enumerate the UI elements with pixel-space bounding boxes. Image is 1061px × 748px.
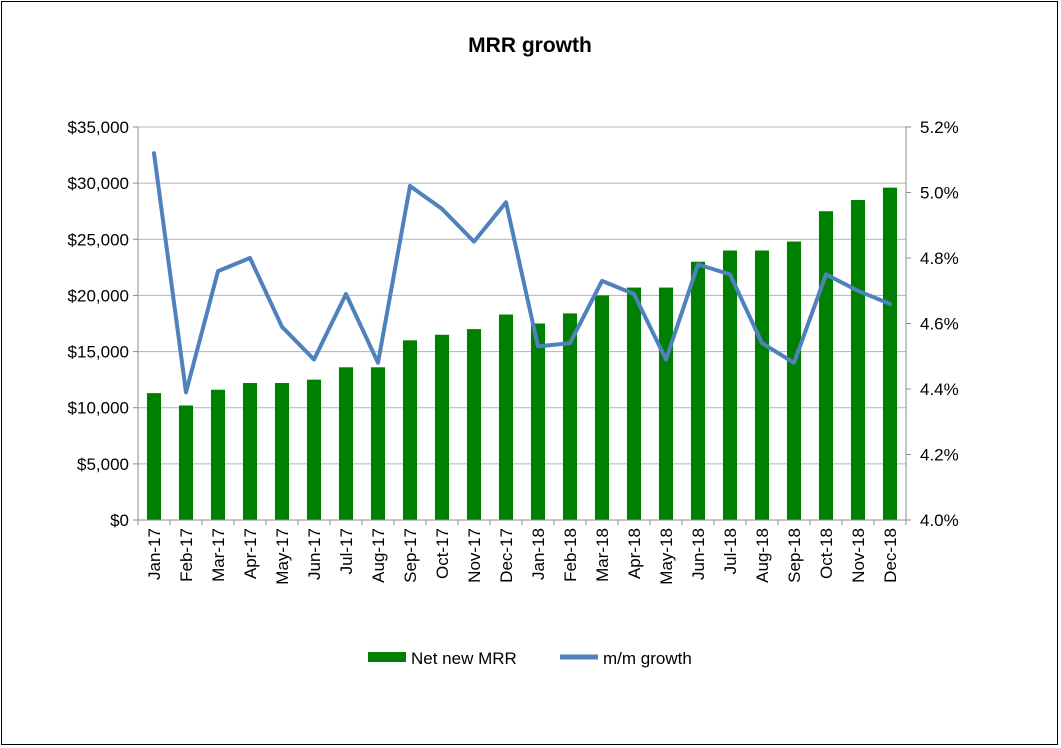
left-axis-ticks: $0 $5,000 $10,000 $15,000 $20,000 $25,000 $30,… bbox=[68, 118, 138, 530]
x-tick-label: Jan-17 bbox=[145, 528, 164, 580]
left-tick-label: $5,000 bbox=[77, 455, 129, 474]
x-tick-label: Apr-18 bbox=[625, 528, 644, 579]
x-tick-label: Oct-17 bbox=[433, 528, 452, 579]
bar bbox=[370, 367, 386, 520]
bar bbox=[626, 287, 642, 520]
bar bbox=[242, 383, 258, 520]
bar bbox=[754, 250, 770, 520]
bar bbox=[658, 287, 674, 520]
x-tick-label: May-18 bbox=[657, 528, 676, 585]
x-tick-label: Jul-17 bbox=[337, 528, 356, 574]
left-tick-label: $0 bbox=[110, 511, 129, 530]
x-tick-label: Dec-17 bbox=[497, 528, 516, 583]
x-tick-label: Apr-17 bbox=[241, 528, 260, 579]
bar-series bbox=[146, 187, 898, 521]
bar bbox=[402, 340, 418, 520]
bar bbox=[338, 367, 354, 520]
bar bbox=[210, 389, 226, 520]
bar bbox=[274, 383, 290, 520]
line-mm-growth bbox=[152, 151, 892, 395]
x-tick-label: Jul-18 bbox=[721, 528, 740, 574]
x-tick-label: Feb-18 bbox=[561, 528, 580, 582]
bar bbox=[850, 199, 866, 520]
bar bbox=[562, 313, 578, 520]
bar bbox=[498, 314, 514, 520]
bar bbox=[178, 405, 194, 520]
line-series bbox=[152, 151, 892, 395]
x-tick-label: Aug-17 bbox=[369, 528, 388, 583]
x-tick-label: Feb-17 bbox=[177, 528, 196, 582]
bar bbox=[530, 323, 546, 520]
bar bbox=[786, 241, 802, 520]
left-tick-label: $15,000 bbox=[68, 343, 129, 362]
legend-swatch-net-new-mrr bbox=[368, 652, 406, 662]
bar bbox=[882, 187, 898, 521]
x-tick-label: Oct-18 bbox=[817, 528, 836, 579]
x-tick-label: Dec-18 bbox=[881, 528, 900, 583]
left-tick-label: $30,000 bbox=[68, 174, 129, 193]
legend: Net new MRR m/m growth bbox=[368, 649, 692, 668]
right-tick-label: 4.8% bbox=[920, 249, 959, 268]
bar bbox=[722, 250, 738, 520]
bar bbox=[690, 261, 706, 520]
left-tick-label: $20,000 bbox=[68, 286, 129, 305]
right-tick-label: 4.2% bbox=[920, 446, 959, 465]
left-tick-label: $10,000 bbox=[68, 399, 129, 418]
x-tick-label: Jun-17 bbox=[305, 528, 324, 580]
right-tick-label: 4.0% bbox=[920, 511, 959, 530]
legend-label-mm-growth: m/m growth bbox=[603, 649, 692, 668]
right-tick-label: 4.6% bbox=[920, 315, 959, 334]
right-tick-label: 5.0% bbox=[920, 184, 959, 203]
legend-label-net-new-mrr: Net new MRR bbox=[411, 649, 517, 668]
x-tick-label: Jun-18 bbox=[689, 528, 708, 580]
bar bbox=[466, 329, 482, 520]
bar bbox=[146, 393, 162, 520]
x-tick-label: Sep-18 bbox=[785, 528, 804, 583]
x-tick-label: Jan-18 bbox=[529, 528, 548, 580]
right-tick-label: 4.4% bbox=[920, 380, 959, 399]
left-tick-label: $35,000 bbox=[68, 118, 129, 137]
bar bbox=[306, 379, 322, 520]
bar bbox=[434, 334, 450, 520]
x-tick-label: Nov-17 bbox=[465, 528, 484, 583]
right-axis-ticks: 4.0% 4.2% 4.4% 4.6% 4.8% 5.0% 5.2% bbox=[906, 118, 959, 530]
chart-title: MRR growth bbox=[468, 34, 592, 57]
x-axis-ticks: Jan-17 Feb-17 Mar-17 Apr-17 May-17 Jun-17 Jul-… bbox=[137, 520, 907, 585]
x-tick-label: Nov-18 bbox=[849, 528, 868, 583]
left-tick-label: $25,000 bbox=[68, 230, 129, 249]
x-tick-label: Mar-18 bbox=[593, 528, 612, 582]
bar bbox=[594, 295, 610, 520]
x-tick-label: Sep-17 bbox=[401, 528, 420, 583]
bar bbox=[818, 211, 834, 520]
right-tick-label: 5.2% bbox=[920, 118, 959, 137]
x-tick-label: Aug-18 bbox=[753, 528, 772, 583]
x-tick-label: Mar-17 bbox=[209, 528, 228, 582]
x-tick-label: May-17 bbox=[273, 528, 292, 585]
